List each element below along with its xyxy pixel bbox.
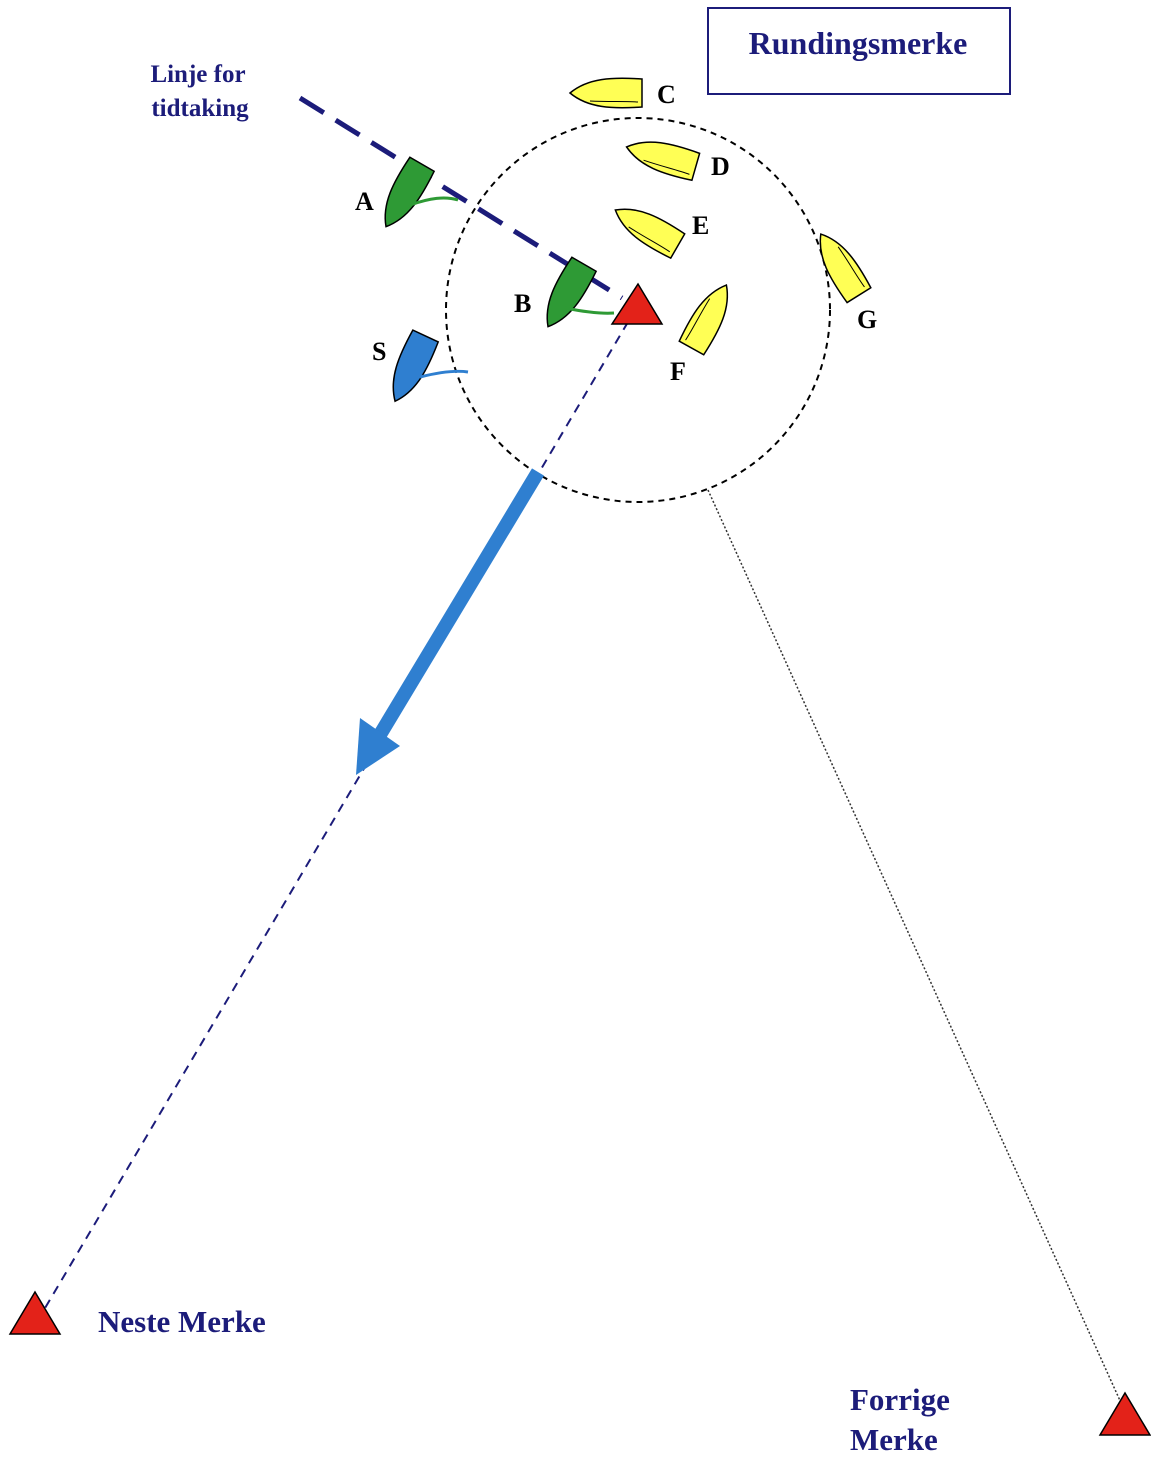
sail bbox=[419, 369, 469, 379]
zone-circle bbox=[445, 117, 831, 503]
previous-mark-label: Merke bbox=[850, 1422, 938, 1457]
boat-label: F bbox=[670, 357, 686, 386]
boat bbox=[534, 256, 598, 335]
boat bbox=[621, 132, 701, 182]
boat bbox=[607, 196, 686, 260]
boat-label: S bbox=[372, 337, 386, 366]
boat bbox=[569, 77, 643, 109]
previous-mark bbox=[1098, 1391, 1151, 1436]
boat-label: C bbox=[657, 80, 676, 109]
next-mark-label: Neste Merke bbox=[98, 1304, 266, 1339]
course-line bbox=[707, 489, 1123, 1406]
next-mark bbox=[8, 1290, 62, 1335]
boat bbox=[677, 277, 741, 356]
boat-label: A bbox=[355, 187, 374, 216]
sail bbox=[564, 306, 615, 315]
title-box bbox=[707, 7, 1011, 95]
boat-label: G bbox=[857, 305, 877, 334]
previous-mark-label: Forrige bbox=[850, 1382, 950, 1417]
timing-label: tidtaking bbox=[151, 95, 249, 122]
boat-label: B bbox=[514, 289, 531, 318]
sail bbox=[409, 196, 459, 207]
boat bbox=[380, 329, 440, 409]
timing-label: Linje for bbox=[150, 61, 245, 88]
rounding-mark bbox=[610, 282, 664, 325]
boat bbox=[807, 225, 873, 304]
direction-arrow bbox=[372, 468, 544, 742]
boat-label: E bbox=[692, 211, 709, 240]
boat bbox=[372, 156, 436, 235]
title: Rundingsmerke bbox=[749, 25, 968, 61]
course-line bbox=[34, 321, 629, 1326]
direction-arrowhead bbox=[356, 718, 400, 775]
boat-label: D bbox=[711, 152, 730, 181]
